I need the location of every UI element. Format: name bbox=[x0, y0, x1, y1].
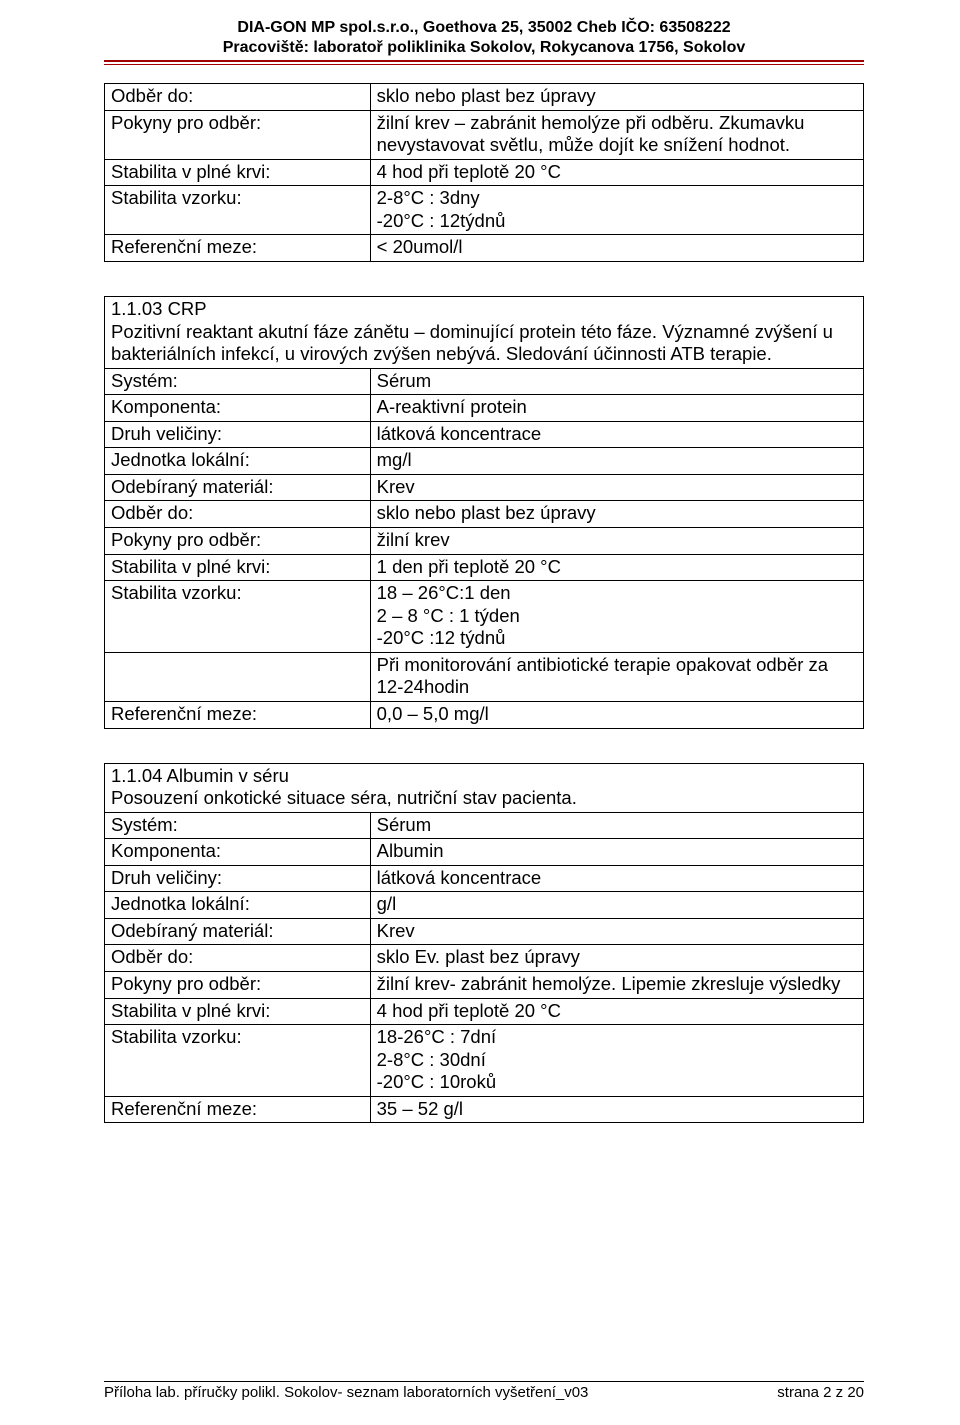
table-row: Druh veličiny:látková koncentrace bbox=[105, 421, 864, 448]
table-row: Druh veličiny:látková koncentrace bbox=[105, 865, 864, 892]
table-row: Odběr do:sklo Ev. plast bez úpravy bbox=[105, 945, 864, 972]
row-value: žilní krev- zabránit hemolýze. Lipemie z… bbox=[370, 972, 863, 999]
table-row: Pokyny pro odběr:žilní krev- zabránit he… bbox=[105, 972, 864, 999]
row-value: sklo nebo plast bez úpravy bbox=[370, 501, 863, 528]
table-row: Referenční meze:< 20umol/l bbox=[105, 235, 864, 262]
table-row: Při monitorování antibiotické terapie op… bbox=[105, 652, 864, 701]
data-table: Odběr do:sklo nebo plast bez úpravyPokyn… bbox=[104, 83, 864, 262]
row-value: 35 – 52 g/l bbox=[370, 1096, 863, 1123]
row-label: Referenční meze: bbox=[105, 701, 371, 728]
header-divider bbox=[104, 60, 864, 65]
row-label: Referenční meze: bbox=[105, 1096, 371, 1123]
table-row: Odběr do:sklo nebo plast bez úpravy bbox=[105, 84, 864, 111]
row-value: Krev bbox=[370, 474, 863, 501]
table-row: Stabilita v plné krvi:1 den při teplotě … bbox=[105, 554, 864, 581]
row-label: Stabilita vzorku: bbox=[105, 186, 371, 235]
table-row: Systém:Sérum bbox=[105, 368, 864, 395]
row-label: Jednotka lokální: bbox=[105, 448, 371, 475]
table-row: Odebíraný materiál:Krev bbox=[105, 474, 864, 501]
row-label: Pokyny pro odběr: bbox=[105, 528, 371, 555]
letterhead: DIA-GON MP spol.s.r.o., Goethova 25, 350… bbox=[104, 18, 864, 58]
row-label: Odebíraný materiál: bbox=[105, 474, 371, 501]
row-value: 4 hod při teplotě 20 °C bbox=[370, 159, 863, 186]
row-value: látková koncentrace bbox=[370, 421, 863, 448]
row-value: 1 den při teplotě 20 °C bbox=[370, 554, 863, 581]
table-row: Referenční meze:0,0 – 5,0 mg/l bbox=[105, 701, 864, 728]
row-value: látková koncentrace bbox=[370, 865, 863, 892]
row-label: Odběr do: bbox=[105, 945, 371, 972]
row-value: Albumin bbox=[370, 839, 863, 866]
table-row: Stabilita v plné krvi:4 hod při teplotě … bbox=[105, 998, 864, 1025]
row-label: Stabilita v plné krvi: bbox=[105, 554, 371, 581]
table-row: Stabilita vzorku:18 – 26°C:1 den 2 – 8 °… bbox=[105, 581, 864, 653]
table-row: Odebíraný materiál:Krev bbox=[105, 918, 864, 945]
table-row: Systém:Sérum bbox=[105, 812, 864, 839]
row-value: A-reaktivní protein bbox=[370, 395, 863, 422]
row-value: 4 hod při teplotě 20 °C bbox=[370, 998, 863, 1025]
row-value: Krev bbox=[370, 918, 863, 945]
row-label: Stabilita vzorku: bbox=[105, 1025, 371, 1097]
page: DIA-GON MP spol.s.r.o., Goethova 25, 350… bbox=[0, 0, 960, 1425]
section-header-cell: 1.1.04 Albumin v séru Posouzení onkotick… bbox=[105, 763, 864, 812]
row-label: Referenční meze: bbox=[105, 235, 371, 262]
row-label: Pokyny pro odběr: bbox=[105, 110, 371, 159]
row-label: Jednotka lokální: bbox=[105, 892, 371, 919]
row-value: žilní krev bbox=[370, 528, 863, 555]
row-value: žilní krev – zabránit hemolýze při odběr… bbox=[370, 110, 863, 159]
table-row: Komponenta:Albumin bbox=[105, 839, 864, 866]
footer-right: strana 2 z 20 bbox=[777, 1384, 864, 1401]
footer-left: Příloha lab. příručky polikl. Sokolov- s… bbox=[104, 1384, 588, 1401]
data-table: 1.1.03 CRP Pozitivní reaktant akutní fáz… bbox=[104, 296, 864, 729]
row-value: 18 – 26°C:1 den 2 – 8 °C : 1 týden -20°C… bbox=[370, 581, 863, 653]
tables-container: Odběr do:sklo nebo plast bez úpravyPokyn… bbox=[104, 83, 864, 1123]
row-label: Odběr do: bbox=[105, 84, 371, 111]
table-row: Stabilita vzorku:18-26°C : 7dní 2-8°C : … bbox=[105, 1025, 864, 1097]
table-row: Odběr do:sklo nebo plast bez úpravy bbox=[105, 501, 864, 528]
row-value: Sérum bbox=[370, 812, 863, 839]
row-label: Stabilita v plné krvi: bbox=[105, 998, 371, 1025]
row-value: 2-8°C : 3dny -20°C : 12týdnů bbox=[370, 186, 863, 235]
row-value: mg/l bbox=[370, 448, 863, 475]
row-label bbox=[105, 652, 371, 701]
row-label: Pokyny pro odběr: bbox=[105, 972, 371, 999]
row-label: Odebíraný materiál: bbox=[105, 918, 371, 945]
row-value: Sérum bbox=[370, 368, 863, 395]
row-value: 0,0 – 5,0 mg/l bbox=[370, 701, 863, 728]
row-value: g/l bbox=[370, 892, 863, 919]
row-value: Při monitorování antibiotické terapie op… bbox=[370, 652, 863, 701]
page-footer: Příloha lab. příručky polikl. Sokolov- s… bbox=[104, 1381, 864, 1401]
row-label: Systém: bbox=[105, 812, 371, 839]
row-value: < 20umol/l bbox=[370, 235, 863, 262]
row-label: Druh veličiny: bbox=[105, 421, 371, 448]
table-row: Jednotka lokální:g/l bbox=[105, 892, 864, 919]
table-row: Pokyny pro odběr:žilní krev bbox=[105, 528, 864, 555]
letterhead-line1: DIA-GON MP spol.s.r.o., Goethova 25, 350… bbox=[104, 18, 864, 38]
row-label: Stabilita v plné krvi: bbox=[105, 159, 371, 186]
row-label: Komponenta: bbox=[105, 839, 371, 866]
table-row: Komponenta:A-reaktivní protein bbox=[105, 395, 864, 422]
row-value: sklo Ev. plast bez úpravy bbox=[370, 945, 863, 972]
table-row: Pokyny pro odběr:žilní krev – zabránit h… bbox=[105, 110, 864, 159]
row-value: 18-26°C : 7dní 2-8°C : 30dní -20°C : 10r… bbox=[370, 1025, 863, 1097]
table-row: Jednotka lokální:mg/l bbox=[105, 448, 864, 475]
table-row: Stabilita v plné krvi:4 hod při teplotě … bbox=[105, 159, 864, 186]
letterhead-line2: Pracoviště: laboratoř poliklinika Sokolo… bbox=[104, 38, 864, 58]
row-label: Komponenta: bbox=[105, 395, 371, 422]
row-label: Stabilita vzorku: bbox=[105, 581, 371, 653]
row-label: Systém: bbox=[105, 368, 371, 395]
section-header-cell: 1.1.03 CRP Pozitivní reaktant akutní fáz… bbox=[105, 296, 864, 368]
data-table: 1.1.04 Albumin v séru Posouzení onkotick… bbox=[104, 763, 864, 1124]
table-row: Referenční meze:35 – 52 g/l bbox=[105, 1096, 864, 1123]
table-row: Stabilita vzorku:2-8°C : 3dny -20°C : 12… bbox=[105, 186, 864, 235]
row-label: Odběr do: bbox=[105, 501, 371, 528]
row-value: sklo nebo plast bez úpravy bbox=[370, 84, 863, 111]
row-label: Druh veličiny: bbox=[105, 865, 371, 892]
